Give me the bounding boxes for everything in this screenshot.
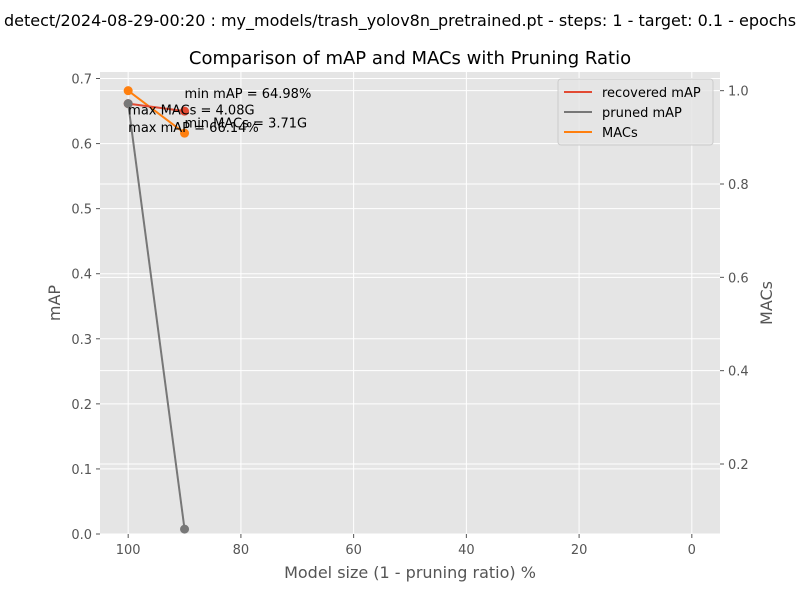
annotation-label: min MACs = 3.71G [185,117,308,132]
y-tick-label: 0.1 [71,463,92,478]
y2-tick-label: 0.2 [728,458,749,473]
figure-suptitle: detect/2024-08-29-00:20 : my_models/tras… [4,11,796,31]
legend-entry-macs: MACs [602,126,638,141]
y-axis-ticks: 0.0 0.1 0.2 0.3 0.4 0.5 0.6 0.7 [71,73,100,543]
series-line-pruned-map [127,103,186,530]
data-point-pruned-map [180,524,190,534]
x-tick-label: 20 [571,543,588,558]
series-line-macs [127,89,186,134]
x-tick-label: 100 [116,543,141,558]
annotation-label: min mAP = 64.98% [185,87,312,102]
legend-box [557,78,714,146]
data-point-recovered-map [180,106,190,116]
x-axis-label: Model size (1 - pruning ratio) % [284,563,536,582]
y-tick-label: 0.6 [71,138,92,153]
y-tick-label: 0.2 [71,398,92,413]
x-tick-label: 60 [345,543,362,558]
series-line-recovered-map [128,102,185,113]
data-point-pruned-map [123,99,133,109]
legend-entry-recovered-map: recovered mAP [602,86,701,101]
y-tick-label: 0.0 [71,528,92,543]
annotation-label: max mAP = 66.14% [128,121,259,136]
series-pruned-map [123,99,190,534]
chart-title: Comparison of mAP and MACs with Pruning … [189,48,631,69]
y2-tick-label: 1.0 [728,85,749,100]
y-axis-label: mAP [45,285,64,322]
data-point-macs [123,86,133,96]
x-axis-ticks: 100 80 60 40 20 0 [116,534,696,558]
y2-tick-label: 0.8 [728,178,749,193]
y-tick-label: 0.7 [71,73,92,88]
y-tick-label: 0.3 [71,333,92,348]
legend: recovered mAP pruned mAP MACs [557,78,714,146]
y-tick-label: 0.5 [71,203,92,218]
x-tick-label: 0 [688,543,696,558]
y2-axis-label: MACs [757,281,776,325]
y-tick-label: 0.4 [71,268,92,283]
x-tick-label: 80 [233,543,250,558]
plot-area [100,72,720,534]
legend-entry-pruned-map: pruned mAP [602,106,682,121]
y2-tick-label: 0.4 [728,365,749,380]
series-macs [123,86,190,138]
annotation-label: max MACs = 4.08G [128,104,254,119]
y2-tick-label: 0.6 [728,271,749,286]
x-tick-label: 40 [458,543,475,558]
data-point-macs [180,128,190,138]
y2-axis-ticks: 0.2 0.4 0.6 0.8 1.0 [720,85,749,473]
series-layer [123,86,190,534]
